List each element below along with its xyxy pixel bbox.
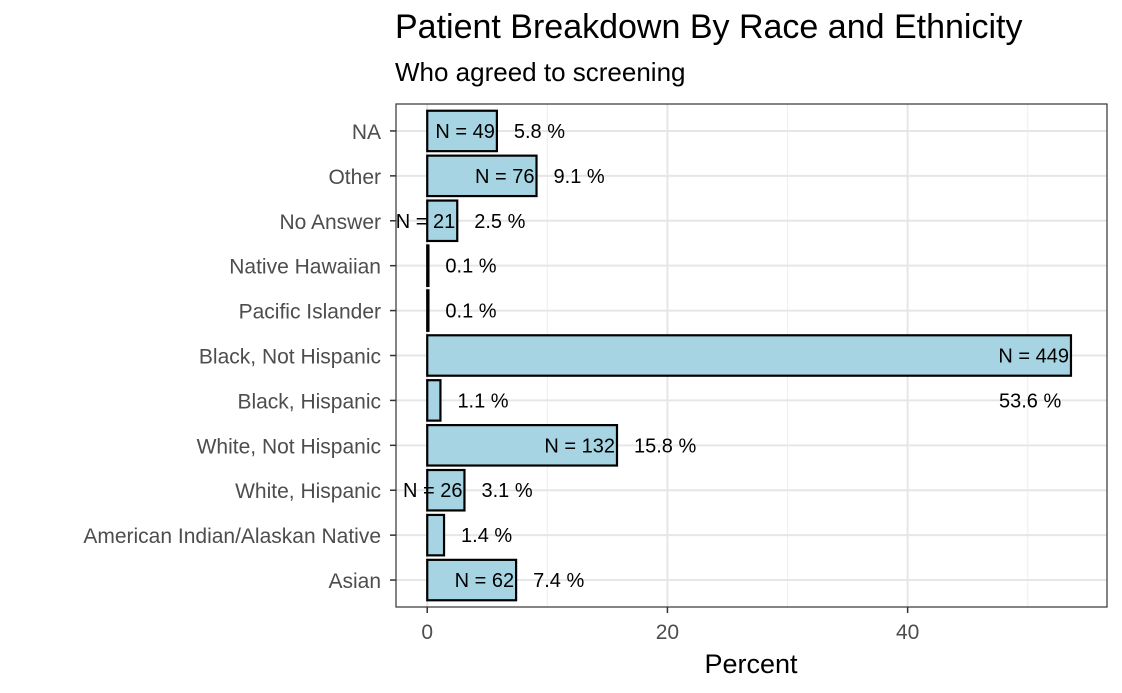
bar: [426, 558, 518, 602]
bar-n-label: N = 49: [435, 121, 494, 143]
bar-percent-label: 1.4 %: [461, 525, 512, 547]
bar-n-label: N = 76: [475, 166, 534, 188]
bar: [426, 468, 466, 512]
bar-percent-label: 1.1 %: [457, 390, 508, 412]
bar-n-label: N = 26: [403, 480, 462, 502]
x-axis: 0 20 40: [421, 607, 919, 644]
bar-percent-label: 5.8 %: [514, 121, 565, 143]
bar-percent-label: 7.4 %: [533, 570, 584, 592]
chart-subtitle: Who agreed to screening: [395, 57, 686, 87]
bar-n-label: N = 21: [396, 211, 455, 233]
bar-n-label: N = 62: [455, 570, 514, 592]
bar-n-label: N = 449: [998, 346, 1069, 368]
y-tick-label: Native Hawaiian: [229, 256, 381, 279]
bar: [426, 334, 1073, 377]
bar-n-label: N = 132: [544, 435, 615, 457]
bar-percent-label: 0.1 %: [445, 301, 496, 323]
y-tick-label: Other: [328, 166, 381, 189]
n-labels: N = 49 N = 76 N = 21 N = 449 N = 132 N = 26 N …: [396, 121, 1069, 592]
bar: [426, 154, 538, 198]
bar-percent-label: 0.1 %: [445, 256, 496, 278]
bar: [426, 289, 430, 332]
y-tick-label: NA: [352, 121, 381, 144]
bar-percent-label: 3.1 %: [481, 480, 532, 502]
bar: [426, 424, 619, 467]
chart-title: Patient Breakdown By Race and Ethnicity: [395, 8, 1023, 46]
bar: [426, 513, 446, 557]
bar-percent-label: 53.6 %: [999, 391, 1061, 413]
x-tick-label: 40: [896, 621, 919, 644]
y-tick-label: No Answer: [279, 211, 381, 234]
bar: [426, 379, 442, 422]
percent-labels: 5.8 % 9.1 % 2.5 % 0.1 % 0.1 % 53.6 % 1.1 % 15.8…: [445, 121, 1061, 592]
y-tick-label: Black, Hispanic: [237, 390, 381, 413]
bar-percent-label: 15.8 %: [634, 435, 696, 457]
bar: [426, 244, 430, 287]
y-tick-label: Asian: [328, 570, 381, 593]
y-tick-label: White, Not Hispanic: [197, 435, 381, 458]
y-tick-label: White, Hispanic: [235, 480, 381, 503]
bar: [426, 109, 498, 153]
y-tick-label: American Indian/Alaskan Native: [83, 525, 381, 548]
x-axis-title: Percent: [704, 649, 798, 679]
y-axis: NA Other No Answer Native Hawaiian Pacific I…: [83, 121, 396, 593]
bar-percent-label: 9.1 %: [554, 166, 605, 188]
bar: [426, 199, 459, 243]
y-tick-label: Black, Not Hispanic: [199, 346, 381, 369]
y-tick-label: Pacific Islander: [239, 301, 381, 324]
bar-percent-label: 2.5 %: [474, 211, 525, 233]
x-tick-label: 20: [656, 621, 679, 644]
x-tick-label: 0: [421, 621, 433, 644]
bars: [426, 109, 1073, 602]
